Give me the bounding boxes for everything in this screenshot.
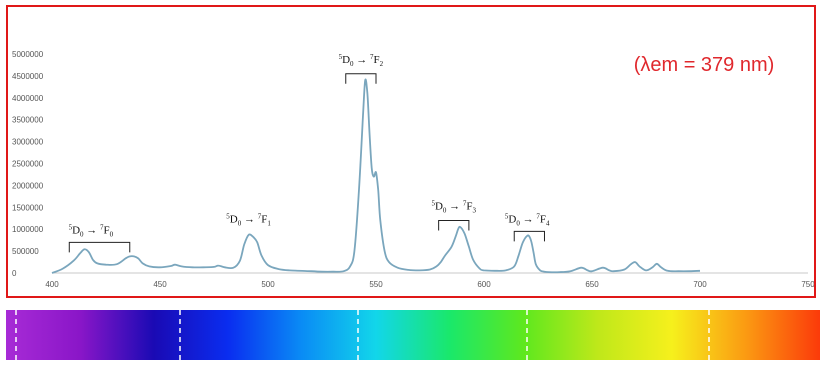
transition-bracket [438,219,470,231]
x-tick-label: 600 [477,280,491,289]
x-tick-label: 650 [585,280,599,289]
y-tick-label: 2500000 [12,160,44,169]
series-line [51,78,701,274]
y-tick-label: 3000000 [12,138,44,147]
x-tick-label: 700 [693,280,707,289]
y-tick-label: 3500000 [12,116,44,125]
transition-label: 5D0 → 7F3 [431,199,476,214]
transition-label: 5D0 → 7F0 [69,224,114,239]
emission-spectrum-chart: 0 500000 1000000 1500000 2000000 2500000 30000… [12,50,814,289]
transition-label: 5D0 → 7F2 [339,53,384,68]
x-tick-label: 550 [369,280,383,289]
visible-spectrum-bar [6,310,820,360]
chart-frame: 0 500000 1000000 1500000 2000000 2500000 30000… [6,5,816,298]
transition-label: 5D0 → 7F4 [505,213,550,228]
spectrum-gradient-fill [6,310,820,360]
y-tick-label: 1500000 [12,203,44,212]
y-tick-label: 5000000 [12,50,44,59]
y-tick-label: 1000000 [12,225,44,234]
x-tick-label: 750 [801,280,814,289]
spectrum-gradient [6,310,820,360]
x-tick-label: 400 [45,280,59,289]
y-tick-label: 4500000 [12,72,44,81]
x-tick-label: 450 [153,280,167,289]
y-tick-label: 0 [12,269,17,278]
y-tick-label: 4000000 [12,94,44,103]
lambda-em-annotation: (λem = 379 nm) [634,54,775,76]
x-tick-label: 500 [261,280,275,289]
y-tick-label: 500000 [12,247,39,256]
transition-bracket [513,230,545,242]
transition-bracket [345,73,377,84]
transition-bracket [68,241,131,253]
transition-label: 5D0 → 7F1 [226,213,271,228]
y-tick-label: 2000000 [12,181,44,190]
